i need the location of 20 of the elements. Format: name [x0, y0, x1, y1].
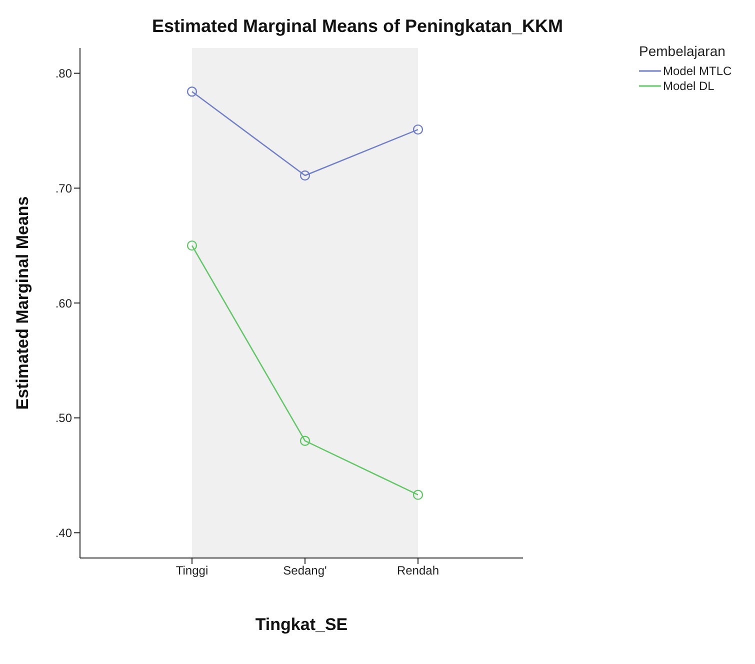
y-tick-label: .50 — [55, 411, 72, 426]
point — [412, 124, 424, 135]
x-axis-title: Tingkat_SE — [255, 615, 348, 634]
legend-label: Model MTLC — [663, 64, 732, 78]
y-tick-label: .80 — [55, 66, 72, 81]
point — [300, 170, 310, 181]
legend-label: Model DL — [663, 78, 714, 92]
legend-title: Pembelajaran — [639, 43, 726, 59]
x-tick-label: Sedang' — [283, 564, 327, 578]
chart-title: Estimated Marginal Means of Peningkatan_KKM — [150, 16, 564, 37]
x-tick-label: Rendah — [396, 564, 440, 578]
point — [186, 240, 198, 251]
y-axis-title: Estimated Marginal Means — [13, 196, 32, 410]
y-tick-label: .60 — [55, 296, 72, 310]
y-tick-label: .70 — [55, 181, 72, 196]
point — [186, 86, 198, 97]
x-tick-label: Tinggi — [176, 564, 208, 578]
point — [300, 436, 310, 446]
y-tick-label: .40 — [55, 526, 72, 540]
point — [412, 490, 424, 500]
